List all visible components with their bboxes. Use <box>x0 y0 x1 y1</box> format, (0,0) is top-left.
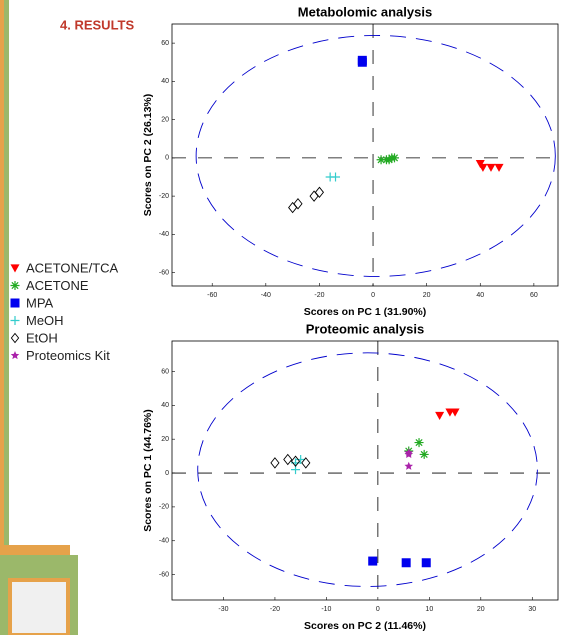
y-tick-label: 40 <box>161 78 169 85</box>
data-point <box>390 153 399 162</box>
x-tick-label: 60 <box>530 292 538 299</box>
legend-marker <box>11 281 20 290</box>
chart-title: Metabolomic analysis <box>298 4 432 19</box>
data-point <box>486 164 495 172</box>
data-point <box>331 172 340 181</box>
y-tick-label: 20 <box>161 436 169 443</box>
data-point <box>478 164 487 172</box>
legend-marker <box>11 299 20 308</box>
x-tick-label: 0 <box>376 606 380 613</box>
legend-label: MeOH <box>26 313 64 328</box>
y-tick-label: -40 <box>159 538 169 545</box>
data-point <box>368 557 377 566</box>
x-axis-label: Scores on PC 1 (31.90%) <box>304 306 427 318</box>
confidence-ellipse <box>198 353 538 587</box>
confidence-ellipse <box>196 35 555 276</box>
x-tick-label: -20 <box>270 606 280 613</box>
y-tick-label: -40 <box>159 231 169 238</box>
decor-block <box>10 580 68 635</box>
legend-marker <box>11 334 18 343</box>
data-point <box>420 450 429 459</box>
data-point <box>404 462 413 470</box>
data-point <box>315 187 323 197</box>
y-tick-label: -60 <box>159 571 169 578</box>
x-tick-label: 40 <box>476 292 484 299</box>
x-tick-label: 20 <box>423 292 431 299</box>
decor-band <box>0 545 70 555</box>
x-tick-label: 20 <box>477 606 485 613</box>
heading: 4. RESULTS <box>60 17 134 32</box>
legend-label: ACETONE <box>26 278 89 293</box>
chart-title: Proteomic analysis <box>306 321 425 336</box>
legend-marker <box>11 316 20 325</box>
legend-label: EtOH <box>26 330 58 345</box>
y-axis-label: Scores on PC 2 (26.13%) <box>142 94 154 217</box>
y-tick-label: 60 <box>161 40 169 47</box>
data-point <box>435 412 444 420</box>
y-tick-label: 40 <box>161 402 169 409</box>
y-tick-label: 0 <box>165 470 169 477</box>
y-tick-label: 20 <box>161 116 169 123</box>
y-tick-label: 60 <box>161 368 169 375</box>
decor-strip <box>0 0 4 548</box>
x-tick-label: -40 <box>261 292 271 299</box>
data-point <box>358 58 367 67</box>
plot-frame <box>172 341 558 600</box>
x-tick-label: -20 <box>314 292 324 299</box>
slide: 4. RESULTS Metabolomic analysis Scores on… <box>0 0 562 635</box>
x-tick-label: 0 <box>371 292 375 299</box>
data-point <box>415 438 424 447</box>
y-tick-label: -20 <box>159 193 169 200</box>
data-point <box>289 203 297 213</box>
y-tick-label: 0 <box>165 155 169 162</box>
x-tick-label: -10 <box>321 606 331 613</box>
legend-label: MPA <box>26 295 54 310</box>
y-tick-label: -20 <box>159 504 169 511</box>
legend-label: ACETONE/TCA <box>26 260 119 275</box>
y-axis-label: Scores on PC 1 (44.76%) <box>142 409 154 532</box>
legend-label: Proteomics Kit <box>26 348 110 363</box>
x-tick-label: -30 <box>218 606 228 613</box>
data-point <box>284 454 292 464</box>
data-point <box>271 458 279 468</box>
data-point <box>495 164 504 172</box>
x-tick-label: -60 <box>207 292 217 299</box>
data-point <box>402 558 411 567</box>
y-tick-label: -60 <box>159 269 169 276</box>
data-point <box>310 191 318 201</box>
data-point <box>422 558 431 567</box>
legend-marker <box>11 264 20 272</box>
x-axis-label: Scores on PC 2 (11.46%) <box>304 620 426 632</box>
legend-marker <box>11 351 20 359</box>
x-tick-label: 10 <box>425 606 433 613</box>
data-point <box>294 199 302 209</box>
x-tick-label: 30 <box>528 606 536 613</box>
